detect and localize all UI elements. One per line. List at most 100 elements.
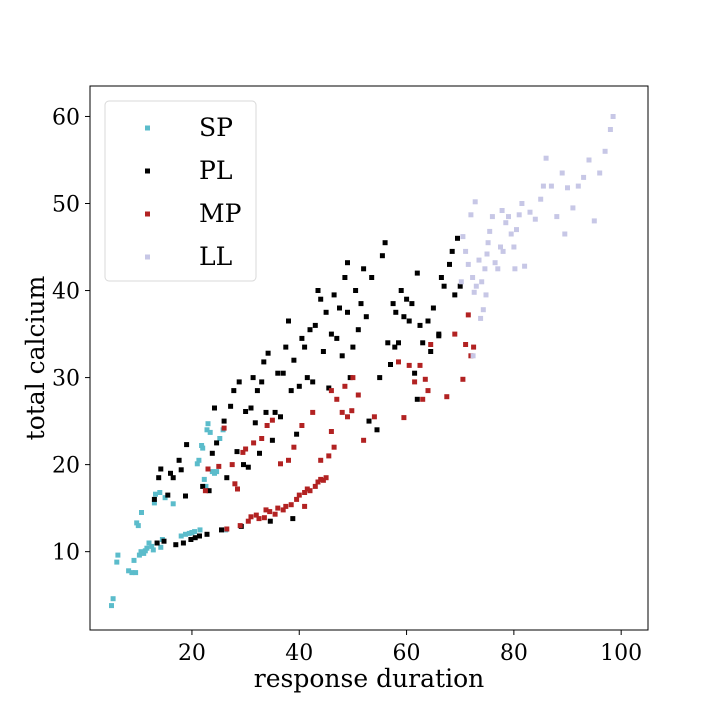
data-point-sp [114, 559, 120, 565]
data-point-sp [189, 530, 195, 535]
data-point-mp [444, 394, 450, 400]
data-point-sp [126, 568, 132, 574]
data-point-pl [263, 409, 269, 415]
data-point-ll [480, 307, 486, 313]
data-point-mp [243, 446, 249, 452]
data-point-sp [183, 531, 188, 537]
data-point-sp [134, 520, 140, 526]
y-tick-label: 20 [52, 454, 80, 479]
data-point-pl [161, 538, 167, 544]
data-point-pl [337, 305, 342, 311]
data-point-pl [398, 288, 404, 293]
data-point-pl [257, 450, 262, 456]
data-point-mp [302, 490, 308, 495]
data-point-mp [232, 481, 238, 487]
data-point-ll [522, 263, 528, 269]
points-layer [109, 114, 616, 609]
data-point-pl [358, 301, 364, 307]
x-tick-label: 100 [600, 641, 642, 666]
data-point-ll [559, 170, 565, 176]
data-point-pl [392, 344, 398, 350]
x-tick-label: 80 [500, 641, 528, 666]
data-point-pl [241, 462, 246, 468]
legend-label-sp: SP [199, 113, 233, 142]
data-point-pl [188, 537, 194, 542]
data-point-mp [422, 376, 428, 382]
axis-ticks: 20 40 60 80 100 10 20 30 40 50 60 [52, 105, 642, 666]
data-point-pl [366, 418, 372, 424]
data-point-sp [157, 490, 163, 495]
data-point-ll [498, 244, 503, 250]
data-point-ll [470, 353, 476, 359]
data-point-mp [221, 425, 227, 431]
data-point-ll [503, 220, 509, 226]
data-point-pl [234, 449, 240, 455]
data-point-sp [133, 570, 139, 576]
data-point-pl [388, 362, 393, 367]
data-point-pl [275, 370, 281, 376]
data-point-pl [248, 405, 254, 411]
data-point-pl [377, 375, 383, 381]
data-point-ll [610, 114, 616, 119]
data-point-pl [350, 344, 356, 350]
data-point-pl [382, 240, 388, 246]
data-point-ll [514, 227, 519, 233]
data-point-sp [139, 510, 144, 515]
data-point-pl [206, 488, 212, 494]
legend-marker-mp [145, 211, 150, 217]
data-point-pl [414, 396, 420, 402]
data-point-ll [586, 157, 592, 163]
data-point-pl [296, 383, 302, 389]
data-point-pl [353, 288, 359, 293]
data-point-ll [538, 196, 544, 202]
data-point-pl [401, 314, 407, 320]
data-point-pl [170, 475, 176, 481]
data-point-mp [315, 479, 321, 485]
data-point-pl [412, 370, 418, 376]
data-point-pl [231, 388, 237, 394]
data-point-mp [334, 396, 340, 402]
data-point-pl [455, 235, 460, 241]
data-point-sp [135, 523, 141, 529]
data-point-ll [487, 228, 493, 234]
data-point-sp [204, 427, 210, 433]
data-point-pl [315, 288, 321, 293]
data-point-ll [548, 183, 554, 189]
data-point-mp [280, 507, 286, 513]
data-point-pl [267, 518, 273, 524]
data-point-ll [471, 289, 477, 295]
data-point-pl [250, 375, 256, 381]
data-point-mp [318, 457, 324, 463]
data-point-pl [414, 270, 420, 276]
data-point-ll [575, 183, 581, 189]
data-point-sp [142, 548, 148, 554]
data-point-pl [283, 344, 289, 350]
data-point-ll [484, 251, 490, 257]
data-point-pl [312, 322, 318, 328]
data-point-ll [554, 214, 560, 220]
data-point-ll [476, 257, 482, 263]
data-point-mp [272, 511, 278, 517]
data-point-sp [141, 550, 147, 556]
data-point-sp [115, 552, 121, 558]
data-point-pl [457, 283, 463, 289]
data-point-ll [500, 248, 506, 254]
data-point-mp [323, 475, 329, 481]
data-point-mp [291, 444, 297, 450]
data-point-pl [347, 375, 353, 381]
x-tick-label: 40 [285, 641, 313, 666]
data-point-ll [581, 174, 587, 180]
data-point-mp [288, 502, 294, 508]
data-point-sp [136, 552, 142, 558]
legend-label-ll: LL [199, 242, 232, 271]
data-point-mp [224, 526, 230, 532]
data-point-ll [516, 212, 522, 218]
data-point-ll [489, 214, 495, 220]
data-point-sp [205, 421, 211, 427]
data-point-mp [216, 463, 222, 469]
y-tick-label: 50 [52, 193, 80, 218]
data-point-ll [512, 266, 518, 272]
data-point-mp [304, 486, 310, 492]
data-point-mp [349, 408, 355, 414]
data-point-pl [447, 261, 452, 267]
